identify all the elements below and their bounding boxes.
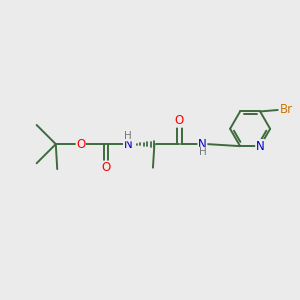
Text: H: H	[199, 147, 206, 158]
Text: N: N	[256, 140, 265, 153]
Text: H: H	[124, 131, 132, 141]
Text: Br: Br	[280, 103, 292, 116]
Text: O: O	[76, 138, 86, 151]
Text: O: O	[101, 161, 110, 174]
Text: O: O	[175, 114, 184, 127]
Text: N: N	[198, 138, 207, 151]
Text: N: N	[124, 138, 132, 151]
